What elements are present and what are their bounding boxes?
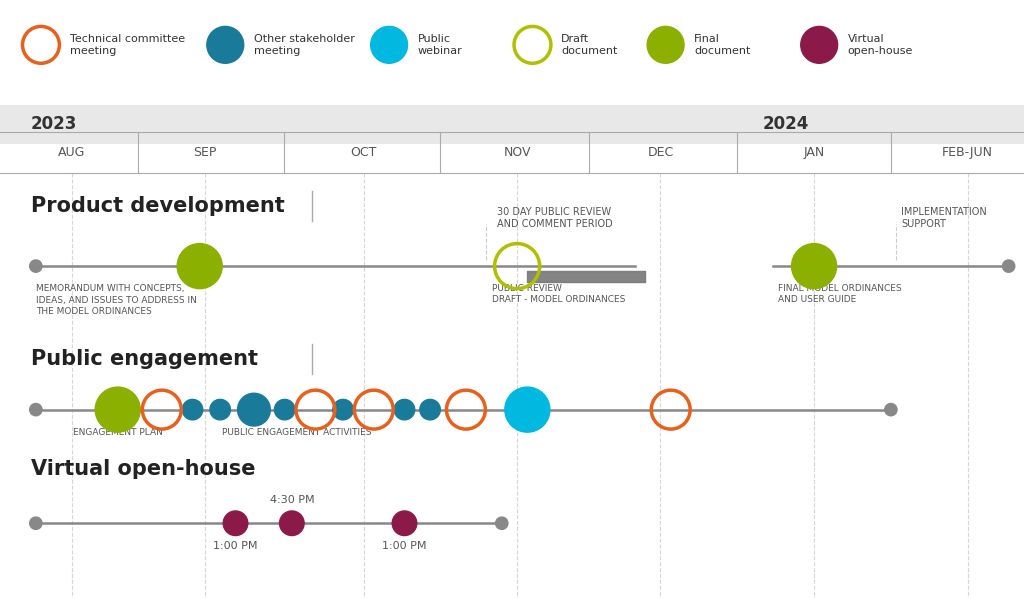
Ellipse shape — [394, 399, 415, 420]
Text: Public
webinar: Public webinar — [418, 33, 463, 56]
Ellipse shape — [274, 399, 295, 420]
Text: 2024: 2024 — [763, 115, 809, 133]
Ellipse shape — [333, 399, 353, 420]
Ellipse shape — [647, 26, 684, 63]
Text: DEC: DEC — [647, 146, 674, 159]
Text: Draft
document: Draft document — [561, 33, 617, 56]
Ellipse shape — [792, 243, 837, 289]
Ellipse shape — [95, 387, 140, 432]
Text: OCT: OCT — [350, 146, 377, 159]
Ellipse shape — [496, 517, 508, 529]
Ellipse shape — [420, 399, 440, 420]
Ellipse shape — [210, 399, 230, 420]
Ellipse shape — [801, 26, 838, 63]
Ellipse shape — [392, 511, 417, 536]
Text: 1:00 PM: 1:00 PM — [382, 541, 427, 551]
Ellipse shape — [280, 511, 304, 536]
Ellipse shape — [30, 404, 42, 416]
Ellipse shape — [177, 243, 222, 289]
Text: ENGAGEMENT PLAN: ENGAGEMENT PLAN — [73, 428, 163, 437]
Text: FEB-JUN: FEB-JUN — [942, 146, 993, 159]
FancyBboxPatch shape — [0, 105, 742, 144]
Ellipse shape — [371, 26, 408, 63]
Text: 2023: 2023 — [31, 115, 77, 133]
Text: Product development: Product development — [31, 196, 285, 216]
Text: Public engagement: Public engagement — [31, 349, 258, 369]
Text: PUBLIC ENGAGEMENT ACTIVITIES: PUBLIC ENGAGEMENT ACTIVITIES — [222, 428, 372, 437]
Ellipse shape — [182, 399, 203, 420]
Text: Other stakeholder
meeting: Other stakeholder meeting — [254, 33, 355, 56]
Text: PUBLIC REVIEW
DRAFT - MODEL ORDINANCES: PUBLIC REVIEW DRAFT - MODEL ORDINANCES — [492, 284, 625, 304]
Ellipse shape — [30, 517, 42, 529]
Ellipse shape — [223, 511, 248, 536]
Text: IMPLEMENTATION
SUPPORT: IMPLEMENTATION SUPPORT — [901, 207, 987, 230]
Text: SEP: SEP — [194, 146, 216, 159]
Text: AUG: AUG — [58, 146, 85, 159]
Text: 1:00 PM: 1:00 PM — [213, 541, 258, 551]
Text: JAN: JAN — [804, 146, 824, 159]
Text: Virtual
open-house: Virtual open-house — [848, 33, 913, 56]
Text: 30 DAY PUBLIC REVIEW
AND COMMENT PERIOD: 30 DAY PUBLIC REVIEW AND COMMENT PERIOD — [497, 207, 612, 230]
FancyBboxPatch shape — [742, 105, 1024, 144]
Text: FINAL MODEL ORDINANCES
AND USER GUIDE: FINAL MODEL ORDINANCES AND USER GUIDE — [778, 284, 902, 304]
Ellipse shape — [505, 387, 550, 432]
Ellipse shape — [238, 393, 270, 426]
Text: 4:30 PM: 4:30 PM — [269, 495, 314, 505]
Text: NOV: NOV — [504, 146, 530, 159]
Ellipse shape — [1002, 260, 1015, 272]
Text: Final
document: Final document — [694, 33, 751, 56]
Ellipse shape — [885, 404, 897, 416]
Text: Technical committee
meeting: Technical committee meeting — [70, 33, 184, 56]
Text: Virtual open-house: Virtual open-house — [31, 459, 255, 480]
Ellipse shape — [30, 260, 42, 272]
Text: MEMORANDUM WITH CONCEPTS,
IDEAS, AND ISSUES TO ADDRESS IN
THE MODEL ORDINANCES: MEMORANDUM WITH CONCEPTS, IDEAS, AND ISS… — [36, 284, 197, 316]
Ellipse shape — [207, 26, 244, 63]
